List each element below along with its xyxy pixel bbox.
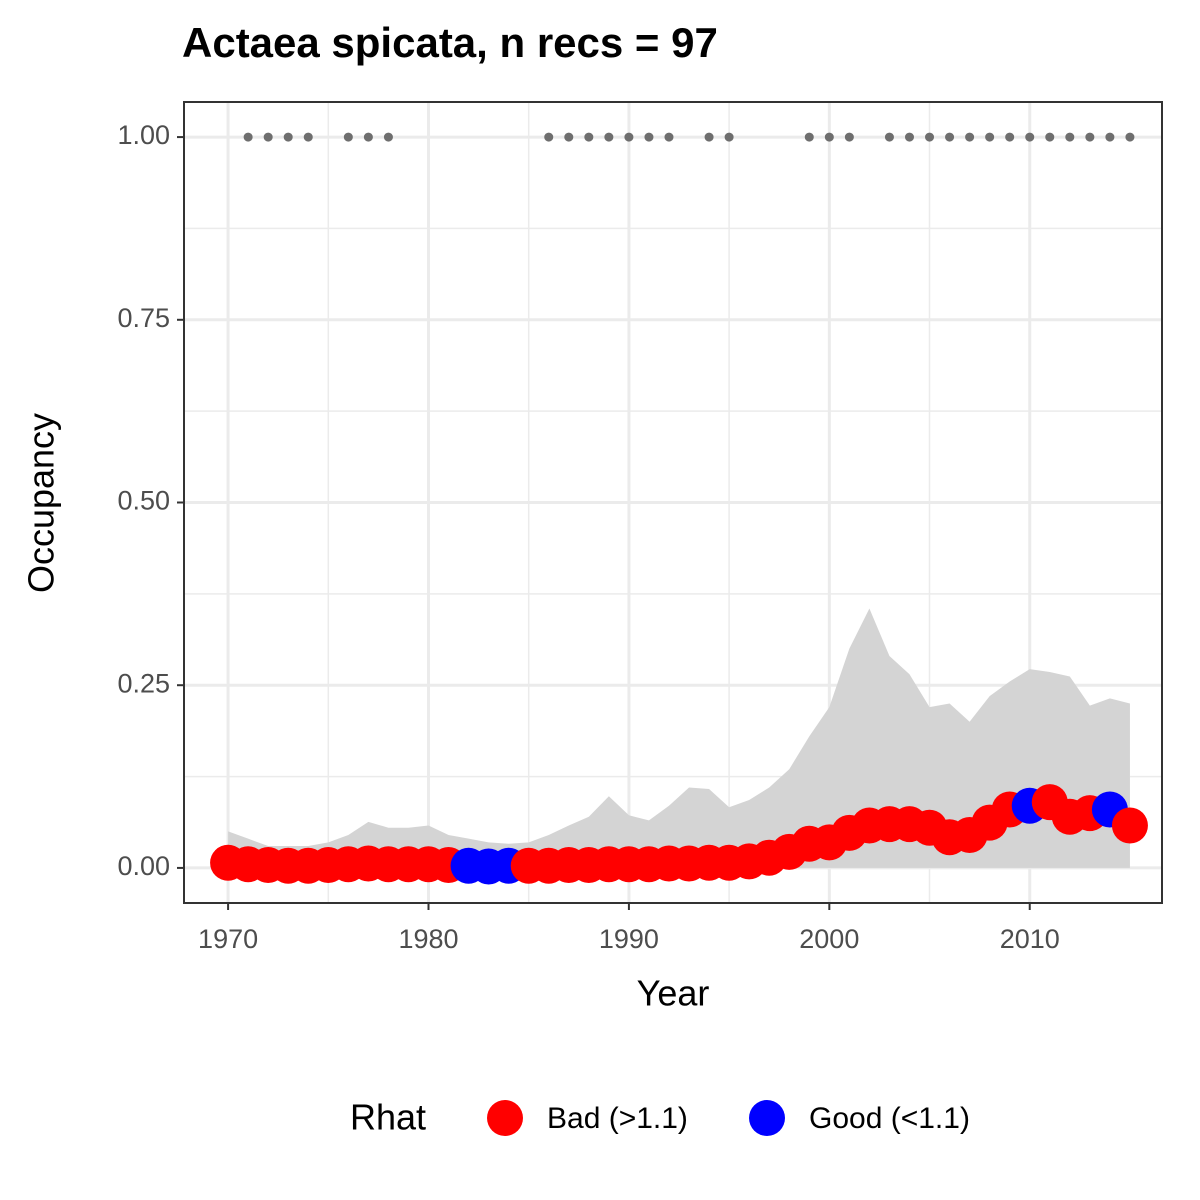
record-dot [644,132,654,142]
record-dot [584,132,594,142]
record-dot [884,132,894,142]
record-dot [383,132,393,142]
record-dot [824,132,834,142]
legend-title: Rhat [350,1097,426,1138]
x-tick-label: 1990 [599,924,659,954]
y-tick-label: 1.00 [117,120,170,150]
x-tick-label: 1970 [198,924,258,954]
record-dot [1085,132,1095,142]
record-dot [925,132,935,142]
legend-swatch [749,1100,785,1136]
record-dot [1005,132,1015,142]
x-tick-label: 2000 [799,924,859,954]
y-tick-label: 0.50 [117,486,170,516]
legend-swatch [487,1100,523,1136]
occupancy-point [1111,807,1148,844]
y-tick-label: 0.25 [117,668,170,698]
record-dot [664,132,674,142]
x-tick-label: 2010 [1000,924,1060,954]
record-dot [965,132,975,142]
record-dot [1105,132,1115,142]
x-axis-label: Year [637,973,710,1014]
record-dot [945,132,955,142]
record-dot [804,132,814,142]
record-dot [283,132,293,142]
record-dot [1045,132,1055,142]
record-dot [263,132,273,142]
legend-label: Good (<1.1) [809,1102,970,1135]
legend-label: Bad (>1.1) [547,1102,688,1135]
record-dot [724,132,734,142]
record-dot [985,132,995,142]
record-dot [544,132,554,142]
record-dot [564,132,574,142]
record-dot [904,132,914,142]
x-tick-label: 1980 [398,924,458,954]
record-dot [303,132,313,142]
record-dot [844,132,854,142]
record-dot [1025,132,1035,142]
record-dot [343,132,353,142]
y-tick-label: 0.00 [117,851,170,881]
confidence-band [228,608,1130,868]
y-tick-label: 0.75 [117,303,170,333]
record-dot [1125,132,1135,142]
record-dot [704,132,714,142]
record-dot [243,132,253,142]
y-axis-label: Occupancy [21,413,62,593]
chart-title: Actaea spicata, n recs = 97 [182,19,718,66]
record-dot [624,132,634,142]
record-dot [1065,132,1075,142]
record-dot [363,132,373,142]
record-dot [604,132,614,142]
